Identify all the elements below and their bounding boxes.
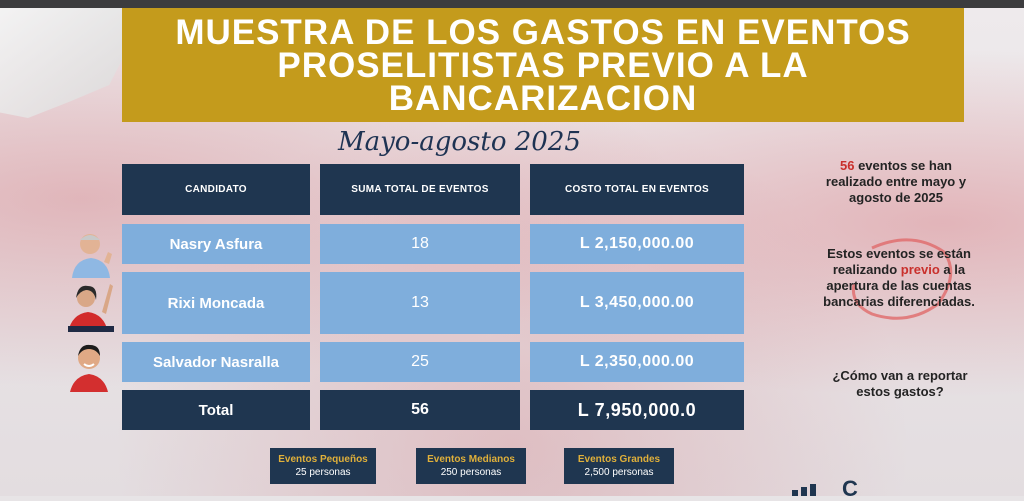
legend-large-label: Eventos Grandes — [577, 454, 661, 465]
note2-pre: realizando — [832, 262, 901, 277]
title-line-1: MUESTRA DE LOS GASTOS EN EVENTOS — [175, 12, 911, 52]
title-banner: MUESTRA DE LOS GASTOS EN EVENTOS PROSELI… — [122, 8, 964, 122]
highlight-circle-icon — [851, 238, 953, 320]
note1-text3: agosto de 2025 — [849, 190, 943, 205]
row-1-cost: L 2,150,000.00 — [530, 224, 744, 264]
header-events: SUMA TOTAL DE EVENTOS — [320, 164, 520, 215]
candidate-photo-asfura — [72, 234, 112, 278]
legend-medium-sub: 250 personas — [440, 467, 502, 478]
period-subtitle: Mayo-agosto 2025 — [338, 127, 581, 157]
total-cost: L 7,950,000.0 — [530, 390, 744, 430]
row-2-events: 13 — [320, 272, 520, 334]
row-2-cost: L 3,450,000.00 — [530, 272, 744, 334]
legend-medium-label: Eventos Medianos — [427, 454, 515, 465]
header-candidate: CANDIDATO — [122, 164, 310, 215]
row-3-candidate: Salvador Nasralla — [122, 342, 310, 382]
brand-logo-icon — [792, 484, 816, 496]
title-line-2: PROSELITISTAS PREVIO A LA — [277, 45, 809, 85]
total-label: Total — [122, 390, 310, 430]
row-2-candidate: Rixi Moncada — [122, 272, 310, 334]
side-note-previo: Estos eventos se están realizando previo… — [796, 246, 1002, 314]
header-cost: COSTO TOTAL EN EVENTOS — [530, 164, 744, 215]
total-events: 56 — [320, 390, 520, 430]
legend-small-events: Eventos Pequeños 25 personas — [270, 448, 376, 484]
legend-large-events: Eventos Grandes 2,500 personas — [564, 448, 674, 484]
legend-small-label: Eventos Pequeños — [278, 454, 368, 465]
note2-line3: apertura de las cuentas — [826, 278, 972, 293]
legend-small-sub: 25 personas — [295, 467, 351, 478]
row-1-candidate: Nasry Asfura — [122, 224, 310, 264]
highlight-56: 56 — [839, 158, 855, 173]
note1-text2: realizado entre mayo y — [825, 174, 967, 189]
title-line-3: BANCARIZACION — [388, 78, 698, 118]
note2-post: a la — [939, 262, 966, 277]
brand-logo-text: C — [842, 476, 858, 501]
legend-medium-events: Eventos Medianos 250 personas — [416, 448, 526, 484]
candidate-photo-nasralla — [70, 344, 108, 392]
note2-line4: bancarias diferenciadas. — [823, 294, 975, 309]
candidate-photo-moncada — [68, 284, 114, 332]
highlight-previo: previo — [900, 262, 940, 277]
row-3-cost: L 2,350,000.00 — [530, 342, 744, 382]
top-bar — [0, 0, 1024, 8]
note2-line1: Estos eventos se están — [827, 246, 971, 261]
side-note-question: ¿Cómo van a reportar estos gastos? — [802, 368, 998, 404]
row-1-events: 18 — [320, 224, 520, 264]
legend-large-sub: 2,500 personas — [584, 467, 654, 478]
row-3-events: 25 — [320, 342, 520, 382]
note3-line2: estos gastos? — [856, 384, 944, 399]
side-note-events-count: 56 eventos se han realizado entre mayo y… — [796, 158, 996, 208]
note3-line1: ¿Cómo van a reportar — [832, 368, 968, 383]
note1-text1: eventos se han — [854, 158, 952, 173]
